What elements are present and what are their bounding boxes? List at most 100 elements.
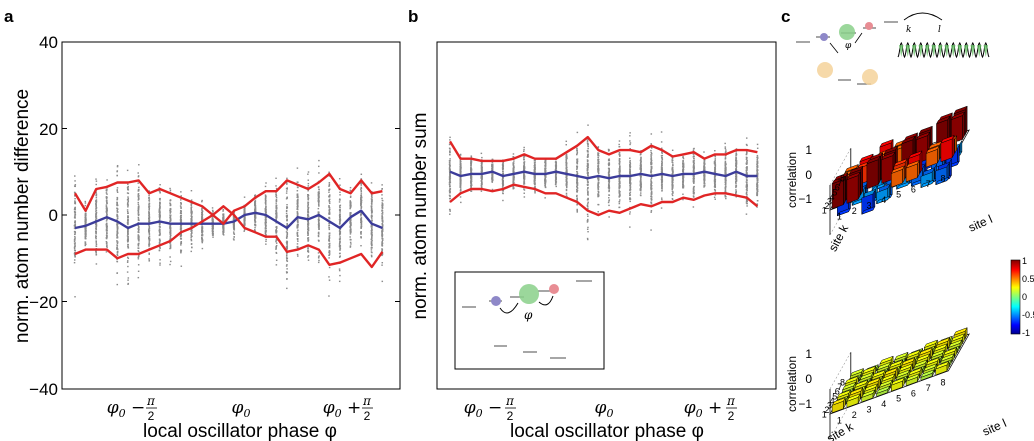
panel-a-data-point bbox=[116, 217, 119, 220]
panel-a-data-point bbox=[137, 203, 140, 206]
panel-a-data-point bbox=[317, 203, 320, 206]
panel-a-xtick-right-frac: π2 bbox=[362, 394, 373, 423]
panel-a-data-point bbox=[338, 215, 341, 217]
panel-a-data-point bbox=[105, 240, 108, 243]
panel-a-data-point bbox=[159, 262, 161, 264]
panel-b-data-point bbox=[576, 195, 578, 198]
panel-a-data-point bbox=[307, 197, 310, 199]
panel-a-data-point bbox=[317, 234, 320, 237]
panel-a-data-point bbox=[180, 214, 183, 217]
panel-a-data-point bbox=[381, 254, 383, 257]
panel-b-data-point bbox=[618, 152, 621, 154]
panel-b-data-point bbox=[639, 194, 642, 196]
panel-a-data-point bbox=[116, 248, 118, 250]
panel-a-data-point bbox=[127, 283, 129, 285]
panel-b-data-point bbox=[502, 184, 504, 186]
panel-a-data-point bbox=[328, 216, 330, 219]
panel-a-data-point bbox=[307, 240, 309, 242]
panel-a-data-point bbox=[212, 227, 214, 230]
panel-a-data-point bbox=[127, 246, 129, 248]
panel-a-data-point bbox=[127, 197, 130, 200]
panel-b-data-point bbox=[576, 211, 579, 213]
panel-b-data-point bbox=[544, 168, 546, 170]
panel-a-data-point bbox=[286, 257, 289, 260]
panel-b-data-point bbox=[523, 183, 525, 185]
panel-a-data-point bbox=[169, 237, 172, 240]
panel-a-data-point bbox=[127, 257, 130, 260]
panel-b-data-point bbox=[554, 175, 557, 177]
panel-a-data-point bbox=[233, 232, 235, 235]
panel-b-data-point bbox=[640, 182, 642, 184]
panel-b-data-point bbox=[448, 178, 451, 181]
panel-b-data-point bbox=[597, 180, 600, 182]
panel-a-data-point bbox=[180, 195, 182, 197]
panel-b-data-point bbox=[502, 166, 504, 168]
panel-b-data-point bbox=[618, 201, 621, 203]
panel-a-data-point bbox=[285, 192, 288, 194]
panel-b-data-point bbox=[576, 168, 578, 170]
panel-a-data-point bbox=[328, 249, 331, 252]
panel-a-data-point bbox=[307, 237, 310, 239]
panel-a-data-point bbox=[105, 198, 108, 200]
panel-b-data-point bbox=[618, 155, 621, 157]
panel-b-data-point bbox=[671, 178, 674, 180]
panel-b-data-point bbox=[523, 146, 525, 149]
panel-b-data-point bbox=[661, 197, 663, 199]
panel-b-data-point bbox=[501, 173, 504, 175]
panel-a-data-point bbox=[127, 200, 130, 203]
panel-a-data-point bbox=[95, 215, 98, 217]
panel-a-data-point bbox=[137, 216, 140, 219]
panel-a-data-point bbox=[371, 201, 373, 203]
panel-a-data-point bbox=[370, 200, 373, 203]
panel-a-data-point bbox=[318, 202, 320, 204]
panel-b-data-point bbox=[470, 185, 472, 188]
panel-a-data-point bbox=[127, 237, 129, 239]
panel-a-data-point bbox=[318, 240, 320, 242]
panel-b-data-point bbox=[597, 166, 600, 169]
panel-b-data-point bbox=[459, 159, 462, 162]
panel-a-data-point bbox=[180, 244, 182, 246]
panel-a-data-point bbox=[243, 196, 246, 198]
panel-a-data-point bbox=[190, 190, 193, 192]
panel-a-data-point bbox=[296, 225, 299, 227]
panel-b-data-point bbox=[607, 172, 610, 174]
panel-b-data-point bbox=[629, 161, 631, 163]
panel-b-data-point bbox=[629, 197, 631, 199]
panel-a-data-point bbox=[127, 282, 130, 285]
panel-a-data-point bbox=[148, 238, 151, 240]
panel-a-data-point bbox=[74, 232, 77, 234]
panel-a-data-point bbox=[116, 254, 119, 257]
panel-b-data-point bbox=[587, 201, 589, 203]
panel-a-data-point bbox=[339, 245, 342, 247]
panel-a-data-point bbox=[84, 204, 87, 207]
panel-a-data-point bbox=[265, 238, 267, 241]
panel-a-data-point bbox=[328, 222, 330, 225]
panel-a-data-point bbox=[190, 206, 193, 208]
panel-a-data-point bbox=[116, 232, 119, 234]
panel-a-data-point bbox=[169, 233, 172, 235]
panel-a-data-point bbox=[349, 206, 352, 208]
panel-a-data-point bbox=[127, 277, 130, 279]
panel-a-data-point bbox=[371, 220, 373, 222]
panel-b-data-point bbox=[671, 193, 673, 195]
panel-a-data-point bbox=[201, 217, 203, 220]
panel-a-data-point bbox=[85, 232, 87, 235]
panel-b-data-point bbox=[586, 205, 589, 208]
panel-b-data-point bbox=[449, 195, 451, 198]
panel-b-data-point bbox=[640, 161, 642, 163]
panel-a-data-point bbox=[307, 251, 310, 253]
panel-a-data-point bbox=[116, 251, 119, 253]
panel-b-data-point bbox=[480, 161, 483, 164]
panel-b-data-point bbox=[650, 182, 653, 184]
panel-a-data-point bbox=[264, 194, 267, 196]
panel-b-data-point bbox=[459, 177, 462, 179]
panel-b-data-point bbox=[629, 170, 631, 172]
panel-a-data-point bbox=[169, 208, 172, 211]
panel-b-data-point bbox=[640, 192, 642, 194]
panel-a-data-point bbox=[307, 213, 309, 215]
panel-b-data-point bbox=[650, 184, 652, 186]
panel-b-data-point bbox=[629, 191, 632, 193]
panel-a-data-point bbox=[95, 232, 97, 234]
panel-a-data-point bbox=[243, 221, 246, 223]
